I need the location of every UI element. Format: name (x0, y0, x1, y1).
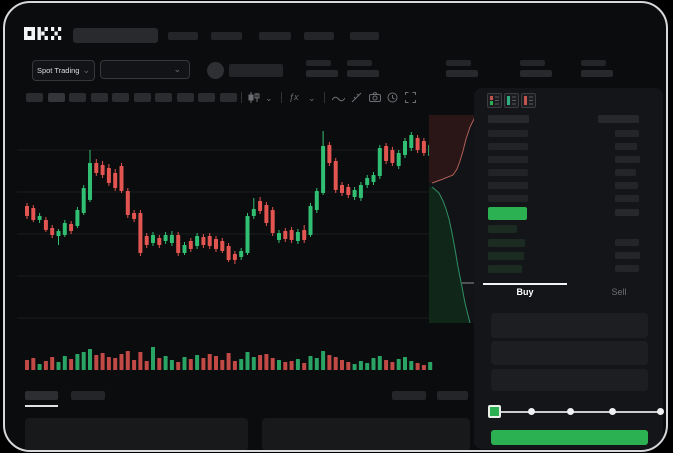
stat-label-placeholder (347, 60, 372, 66)
volume-chart (25, 347, 433, 370)
orderbook-trade-panel: Buy Sell (474, 88, 664, 449)
chevron-down-icon[interactable]: ⌄ (265, 93, 273, 103)
bid-price-cell[interactable] (488, 252, 524, 260)
buy-submit-button[interactable] (491, 430, 648, 445)
order-total-input[interactable] (491, 369, 648, 391)
timeframe-button[interactable] (26, 93, 43, 102)
bid-price-cell[interactable] (488, 225, 517, 233)
pair-selector-dropdown[interactable]: ⌄ (100, 60, 190, 79)
candlestick-chart[interactable] (17, 111, 437, 339)
ask-amount-cell (615, 143, 637, 150)
timeframe-button[interactable] (219, 93, 237, 102)
orderbook-last-price[interactable] (488, 207, 527, 220)
amount-slider-stop[interactable] (567, 408, 574, 415)
line-chart-icon[interactable] (332, 95, 345, 102)
bottom-tab-underline (25, 405, 58, 407)
bottom-tab[interactable] (71, 391, 105, 400)
camera-icon[interactable] (369, 92, 381, 102)
orderbook-amount-header (598, 115, 639, 123)
orderbook-layout-both-icon[interactable] (487, 93, 502, 108)
orderbook-layout-asks-icon[interactable] (521, 93, 536, 108)
bid-amount-cell (615, 252, 640, 259)
search-bar-placeholder[interactable] (73, 28, 158, 43)
nav-item-placeholder[interactable] (168, 32, 198, 40)
ask-amount-cell (615, 195, 639, 202)
bottom-action-placeholder[interactable] (392, 391, 426, 400)
history-panel-placeholder (262, 418, 470, 450)
chevron-down-icon: ⌄ (82, 65, 91, 75)
bid-price-cell[interactable] (488, 265, 522, 273)
amount-slider-track[interactable] (493, 411, 661, 413)
stat-value-placeholder (306, 70, 338, 77)
amount-slider-handle[interactable] (488, 405, 501, 418)
ask-price-cell[interactable] (488, 130, 528, 137)
stat-label-placeholder (581, 60, 606, 66)
indicator-fx-icon[interactable]: ƒx (289, 92, 299, 102)
stat-label-placeholder (520, 60, 545, 66)
timeframe-button[interactable] (47, 93, 65, 102)
timeframe-button[interactable] (176, 93, 194, 102)
tab-sell[interactable]: Sell (611, 287, 627, 297)
orders-panel-placeholder (25, 418, 248, 450)
stat-label-placeholder (446, 60, 471, 66)
history-clock-icon[interactable] (387, 92, 398, 103)
ask-price-cell[interactable] (488, 182, 528, 189)
nav-item-placeholder[interactable] (211, 32, 242, 40)
chevron-down-icon[interactable]: ⌄ (308, 93, 316, 103)
tab-buy[interactable]: Buy (516, 287, 534, 297)
ask-price-cell[interactable] (488, 156, 528, 163)
chevron-down-icon: ⌄ (173, 64, 181, 74)
amount-slider-stop[interactable] (609, 408, 616, 415)
toolbar-divider (324, 92, 325, 103)
app-window: Spot Trading ⌄ ⌄ ⌄ ƒx ⌄ (3, 1, 668, 452)
timeframe-button[interactable] (69, 93, 86, 102)
nav-item-placeholder[interactable] (304, 32, 334, 40)
nav-item-placeholder[interactable] (350, 32, 379, 40)
candlestick-style-icon[interactable] (248, 92, 260, 103)
timeframe-button[interactable] (112, 93, 129, 102)
orderbook-price-header (488, 115, 529, 123)
toolbar-divider (281, 92, 282, 103)
ask-amount-cell (615, 156, 640, 163)
okx-logo[interactable] (24, 27, 62, 40)
ask-amount-cell (615, 130, 639, 137)
timeframe-button[interactable] (155, 93, 172, 102)
stat-value-placeholder (581, 70, 613, 77)
orderbook-layout-bids-icon[interactable] (504, 93, 519, 108)
orderbook-amount-cell (615, 209, 639, 216)
stat-value-placeholder (446, 70, 478, 77)
timeframe-button[interactable] (133, 93, 151, 102)
timeframe-button[interactable] (90, 93, 108, 102)
toolbar-divider (241, 92, 242, 103)
bottom-action-placeholder[interactable] (437, 391, 468, 400)
fullscreen-icon[interactable] (405, 92, 416, 103)
market-type-label: Spot Trading (36, 66, 80, 75)
order-price-input[interactable] (491, 313, 648, 338)
amount-slider-stop[interactable] (528, 408, 535, 415)
depth-chart (429, 115, 476, 323)
order-amount-input[interactable] (491, 341, 648, 365)
ask-price-cell[interactable] (488, 169, 528, 176)
stat-value-placeholder (347, 70, 379, 77)
ask-amount-cell (615, 169, 636, 176)
timeframe-button[interactable] (198, 93, 215, 102)
nav-item-placeholder[interactable] (259, 32, 291, 40)
measure-icon[interactable] (351, 92, 362, 103)
bid-amount-cell (615, 265, 639, 272)
bid-amount-cell (615, 239, 639, 246)
ask-amount-cell (615, 182, 638, 189)
stat-label-placeholder (306, 60, 331, 66)
coin-avatar (207, 62, 224, 79)
depth-chart-panel (429, 115, 476, 323)
bottom-tab-active[interactable] (25, 391, 58, 400)
ask-price-cell[interactable] (488, 143, 528, 150)
ask-price-cell[interactable] (488, 195, 528, 202)
bid-price-cell[interactable] (488, 239, 525, 247)
market-type-dropdown[interactable]: Spot Trading ⌄ (32, 60, 95, 81)
last-price-placeholder (229, 64, 283, 77)
buy-tab-underline (483, 283, 567, 285)
stat-value-placeholder (520, 70, 552, 77)
amount-slider-stop[interactable] (657, 408, 664, 415)
